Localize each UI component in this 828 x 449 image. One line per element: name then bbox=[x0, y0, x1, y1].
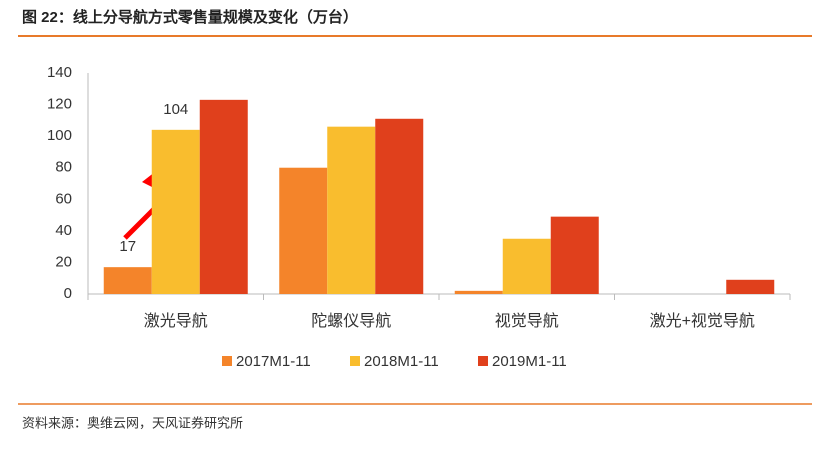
y-tick-label: 140 bbox=[47, 64, 72, 81]
bar bbox=[279, 167, 328, 294]
legend-label: 2017M1-11 bbox=[236, 353, 311, 370]
y-tick-label: 40 bbox=[55, 222, 72, 239]
y-tick-label: 0 bbox=[64, 285, 72, 302]
source: 资料来源：奥维云网，天风证券研究所 bbox=[22, 415, 243, 430]
bar bbox=[454, 290, 503, 294]
bar bbox=[103, 267, 152, 294]
y-tick-label: 100 bbox=[47, 127, 72, 144]
x-tick-label: 激光导航 bbox=[144, 312, 208, 330]
bar bbox=[375, 118, 424, 295]
x-tick-label: 激光+视觉导航 bbox=[650, 312, 755, 330]
chart-title: 图 22：线上分导航方式零售量规模及变化（万台） bbox=[22, 8, 358, 26]
bar bbox=[502, 238, 551, 294]
legend-swatch bbox=[350, 356, 360, 366]
legend-swatch bbox=[478, 356, 488, 366]
bar bbox=[726, 279, 775, 294]
x-tick-label: 陀螺仪导航 bbox=[311, 312, 391, 330]
bar bbox=[550, 216, 599, 294]
data-label: 17 bbox=[119, 238, 136, 255]
y-tick-label: 80 bbox=[55, 159, 72, 176]
y-tick-label: 60 bbox=[55, 190, 72, 207]
legend-label: 2018M1-11 bbox=[364, 353, 439, 370]
legend-label: 2019M1-11 bbox=[492, 353, 567, 370]
bar bbox=[327, 126, 376, 295]
data-label: 104 bbox=[163, 101, 188, 118]
y-tick-label: 120 bbox=[47, 96, 72, 113]
y-tick-label: 20 bbox=[55, 253, 72, 270]
bar bbox=[199, 99, 248, 294]
x-tick-label: 视觉导航 bbox=[495, 312, 559, 330]
bar bbox=[151, 129, 200, 294]
legend-swatch bbox=[222, 356, 232, 366]
